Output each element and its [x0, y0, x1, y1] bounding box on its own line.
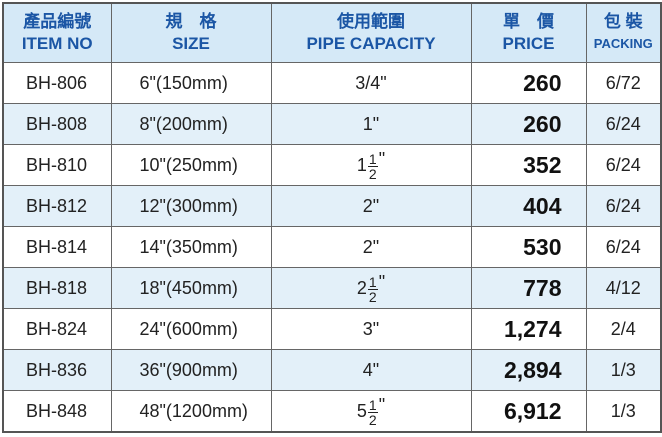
item-no: BH-806	[2, 62, 112, 104]
table-row: BH-836 36"(900mm) 4" 2,894 1/3	[2, 349, 662, 391]
size: 36"(900mm)	[110, 349, 272, 391]
price: 778	[470, 267, 587, 309]
table-row: BH-814 14"(350mm) 2" 530 6/24	[2, 226, 662, 268]
packing: 6/24	[585, 144, 662, 186]
pipe-capacity: 5 1 2 "	[270, 390, 472, 433]
packing: 2/4	[585, 308, 662, 350]
pipe-capacity: 1"	[270, 103, 472, 145]
price: 352	[470, 144, 587, 186]
inch-mark: "	[378, 272, 386, 293]
table-row: BH-812 12"(300mm) 2" 404 6/24	[2, 185, 662, 227]
whole: 2	[356, 278, 367, 299]
header-zh: 單 價	[503, 12, 554, 31]
header-cell: 使用範圍 PIPE CAPACITY	[270, 2, 472, 63]
table-body: BH-806 6"(150mm) 3/4" 260 6/72 BH-808 8"(200mm…	[2, 62, 662, 433]
packing: 1/3	[585, 349, 662, 391]
denominator: 2	[368, 165, 377, 182]
inch-mark: "	[378, 395, 386, 416]
denominator: 2	[368, 411, 377, 428]
denominator: 2	[368, 288, 377, 305]
header-en: SIZE	[172, 34, 210, 53]
size: 10"(250mm)	[110, 144, 272, 186]
header-zh: 規 格	[165, 12, 217, 31]
header-cell: 規 格 SIZE	[110, 2, 272, 63]
pipe-capacity: 2"	[270, 226, 472, 268]
pipe-capacity: 2"	[270, 185, 472, 227]
packing: 1/3	[585, 390, 662, 433]
header-en: ITEM NO	[21, 34, 93, 53]
table-row: BH-848 48"(1200mm) 5 1 2 " 6,912 1/3	[2, 390, 662, 433]
item-no: BH-812	[2, 185, 112, 227]
size: 8"(200mm)	[110, 103, 272, 145]
pipe-capacity: 2 1 2 "	[270, 267, 472, 309]
item-no: BH-810	[2, 144, 112, 186]
header-zh: 產品編號	[23, 12, 92, 31]
pipe-capacity: 4"	[270, 349, 472, 391]
item-no: BH-808	[2, 103, 112, 145]
packing: 6/24	[585, 185, 662, 227]
numerator: 1	[367, 150, 378, 167]
size: 14"(350mm)	[110, 226, 272, 268]
item-no: BH-836	[2, 349, 112, 391]
pipe-capacity: 1 1 2 "	[270, 144, 472, 186]
table-row: BH-824 24"(600mm) 3" 1,274 2/4	[2, 308, 662, 350]
header-cell: 單 價 PRICE	[470, 2, 587, 63]
inch-mark: "	[378, 149, 386, 170]
packing: 6/24	[585, 103, 662, 145]
size: 6"(150mm)	[110, 62, 272, 104]
header-row: 產品編號 ITEM NO 規 格 SIZE 使用範圍 PIPE CAPACITY 單 …	[2, 2, 662, 63]
packing: 4/12	[585, 267, 662, 309]
table-row: BH-806 6"(150mm) 3/4" 260 6/72	[2, 62, 662, 104]
table-row: BH-818 18"(450mm) 2 1 2 " 778 4/12	[2, 267, 662, 309]
item-no: BH-824	[2, 308, 112, 350]
item-no: BH-818	[2, 267, 112, 309]
size: 24"(600mm)	[110, 308, 272, 350]
price: 2,894	[470, 349, 587, 391]
size: 12"(300mm)	[110, 185, 272, 227]
packing: 6/72	[585, 62, 662, 104]
size: 18"(450mm)	[110, 267, 272, 309]
pipe-capacity: 3"	[270, 308, 472, 350]
pipe-capacity: 3/4"	[270, 62, 472, 104]
table-row: BH-810 10"(250mm) 1 1 2 " 352 6/24	[2, 144, 662, 186]
whole: 5	[356, 401, 367, 422]
header-zh: 包 裝	[603, 12, 643, 31]
price: 404	[470, 185, 587, 227]
whole: 1	[356, 155, 367, 176]
header-en: PIPE CAPACITY	[306, 34, 436, 53]
table-row: BH-808 8"(200mm) 1" 260 6/24	[2, 103, 662, 145]
price: 6,912	[470, 390, 587, 433]
header-en: PACKING	[593, 36, 653, 51]
numerator: 1	[367, 273, 378, 290]
price: 530	[470, 226, 587, 268]
price: 260	[470, 103, 587, 145]
size: 48"(1200mm)	[110, 390, 272, 433]
price: 260	[470, 62, 587, 104]
header-cell: 包 裝 PACKING	[585, 2, 662, 63]
item-no: BH-814	[2, 226, 112, 268]
item-no: BH-848	[2, 390, 112, 433]
packing: 6/24	[585, 226, 662, 268]
header-zh: 使用範圍	[337, 12, 405, 31]
price: 1,274	[470, 308, 587, 350]
numerator: 1	[367, 396, 378, 413]
header-cell: 產品編號 ITEM NO	[2, 2, 112, 63]
header-en: PRICE	[502, 34, 555, 53]
